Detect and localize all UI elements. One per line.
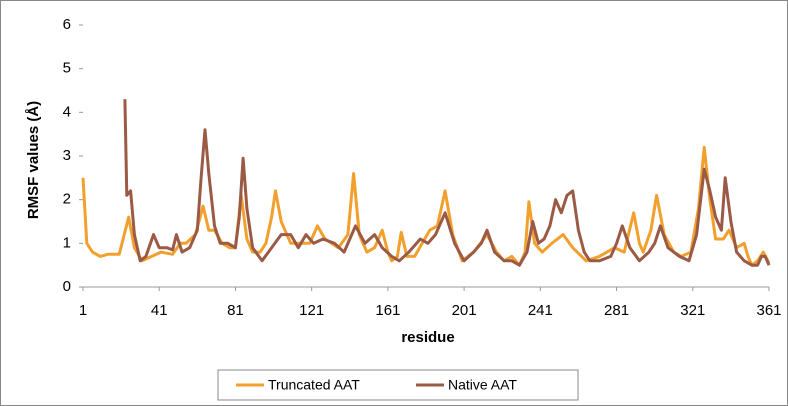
x-tick-label: 201 [452,302,477,319]
x-tick-label: 161 [375,302,400,319]
x-tick-label: 241 [528,302,553,319]
x-tick-label: 121 [299,302,324,319]
y-tick-label: 4 [63,103,71,120]
y-tick-label: 1 [63,234,71,251]
legend-label: Truncated AAT [268,377,360,393]
legend-box [217,369,579,401]
y-tick-label: 5 [63,60,71,77]
y-tick-label: 3 [63,147,71,164]
x-tick-label: 81 [227,302,244,319]
legend-label: Native AAT [448,377,517,393]
x-tick-label: 281 [604,302,629,319]
y-tick-label: 6 [63,16,71,33]
x-tick-label: 321 [680,302,705,319]
y-tick-label: 2 [63,191,71,208]
series-line [123,99,771,267]
x-tick-label: 1 [79,302,87,319]
y-axis-title: RMSF values (Å) [25,101,42,219]
x-tick-label: 41 [151,302,168,319]
y-tick-label: 0 [63,278,71,295]
x-axis-title: residue [401,329,454,346]
x-tick-label: 361 [756,302,781,319]
